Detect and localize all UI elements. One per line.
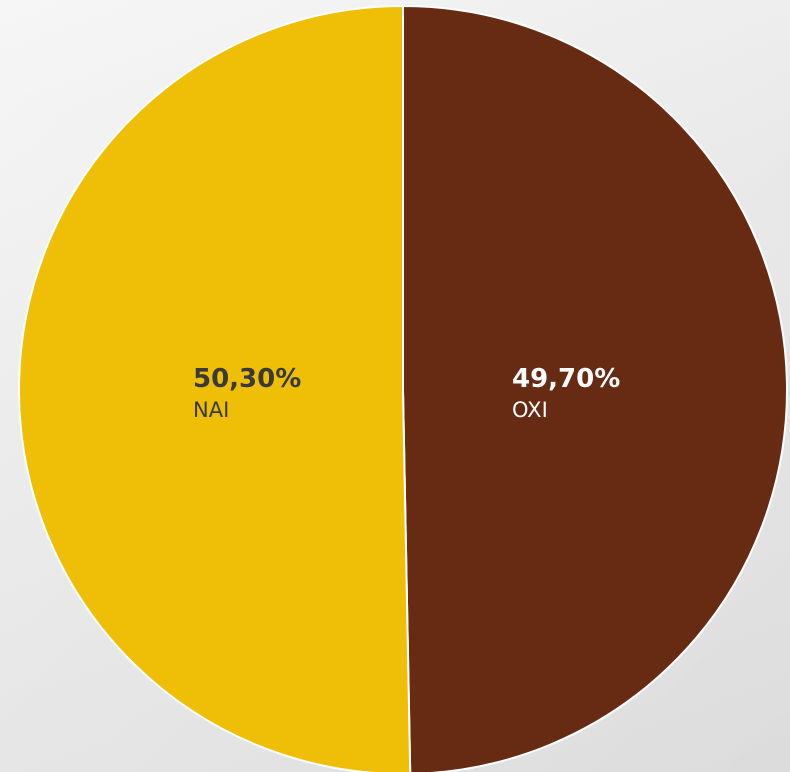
pie-slice-oxi	[402, 4, 788, 772]
pie-slice-nai	[18, 4, 412, 772]
data-label-category-nai: NAI	[193, 398, 229, 422]
pie-labels: 50,30% NAI 49,70% OXI	[193, 364, 620, 422]
data-label-value-nai: 50,30%	[193, 364, 301, 394]
data-label-value-oxi: 49,70%	[512, 364, 620, 394]
pie-slices	[18, 4, 788, 772]
data-label-category-oxi: OXI	[512, 398, 548, 422]
